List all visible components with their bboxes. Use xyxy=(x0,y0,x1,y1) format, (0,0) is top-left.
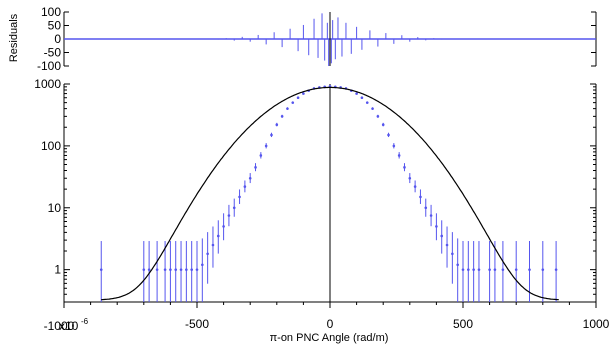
data-point xyxy=(195,268,199,271)
residuals-y-tick-label: 50 xyxy=(48,19,62,33)
x-tick-label: -1000 xyxy=(44,319,75,333)
data-point xyxy=(169,268,172,271)
data-point xyxy=(99,268,103,271)
data-point xyxy=(387,133,390,137)
data-point xyxy=(147,268,151,271)
data-point xyxy=(201,263,204,267)
data-point xyxy=(456,263,459,267)
data-point xyxy=(264,144,268,148)
data-point xyxy=(429,214,433,217)
data-point xyxy=(238,195,241,199)
data-point xyxy=(392,144,396,148)
x-tick-label: 1000 xyxy=(583,317,610,331)
y-tick-label: 100 xyxy=(41,139,61,153)
data-point xyxy=(376,115,380,118)
data-point xyxy=(554,268,558,271)
data-point xyxy=(419,195,422,199)
data-point xyxy=(451,252,454,256)
data-point xyxy=(248,176,252,180)
data-point xyxy=(155,268,159,271)
data-point xyxy=(528,268,531,271)
data-point xyxy=(302,92,305,95)
data-point xyxy=(275,123,279,126)
data-point xyxy=(174,268,178,271)
data-point xyxy=(222,225,225,228)
data-point xyxy=(280,115,284,118)
main-panel: 1000 100 10 1 -1000 -500 0 500 1000 xyxy=(34,77,609,333)
data-point xyxy=(445,243,449,247)
data-point xyxy=(467,268,470,271)
data-point xyxy=(365,101,369,104)
data-point xyxy=(440,234,444,238)
gaussian-fit-curve xyxy=(101,86,559,301)
data-point xyxy=(360,96,364,100)
data-point xyxy=(413,185,417,188)
data-point xyxy=(243,185,247,188)
data-point xyxy=(232,206,236,210)
data-point xyxy=(424,206,428,210)
y-tick-label: 1 xyxy=(54,263,61,277)
data-point xyxy=(185,268,188,271)
data-point xyxy=(291,101,295,104)
data-point xyxy=(254,166,257,169)
data-point xyxy=(190,268,193,271)
data-point xyxy=(296,96,300,100)
data-point xyxy=(270,133,273,137)
data-point xyxy=(397,154,401,157)
data-point xyxy=(493,268,497,271)
residuals-axis-title: Residuals xyxy=(8,13,20,62)
data-point xyxy=(541,268,545,271)
data-point xyxy=(514,268,518,271)
x-tick-label: 0 xyxy=(327,317,334,331)
data-point xyxy=(381,123,385,126)
data-point xyxy=(179,268,183,271)
data-point xyxy=(472,268,475,271)
data-point xyxy=(477,268,481,271)
y-tick-label: 1000 xyxy=(34,77,61,91)
residuals-y-tick-label: -50 xyxy=(44,46,62,60)
data-point xyxy=(408,176,412,180)
data-point xyxy=(435,225,438,228)
data-point xyxy=(216,234,220,238)
residuals-y-tick-label: 0 xyxy=(54,32,61,46)
data-point xyxy=(286,107,289,110)
data-point xyxy=(206,252,209,256)
data-point xyxy=(461,268,465,271)
data-point xyxy=(355,92,358,95)
data-point xyxy=(163,268,167,271)
data-point xyxy=(142,268,146,271)
data-point xyxy=(403,166,406,169)
residuals-y-tick-label: 100 xyxy=(41,5,61,19)
data-point xyxy=(488,268,491,271)
data-point xyxy=(227,214,231,217)
x-scale-label: x10 xyxy=(59,319,79,333)
data-point xyxy=(371,107,374,110)
x-scale-exponent: -6 xyxy=(81,317,89,326)
x-tick-label: 500 xyxy=(453,317,473,331)
data-point xyxy=(501,268,505,271)
x-tick-label: -500 xyxy=(185,317,209,331)
residuals-y-tick-label: -100 xyxy=(37,59,61,73)
data-point xyxy=(259,154,263,157)
data-point xyxy=(211,243,215,247)
x-axis-title: π-on PNC Angle (rad/m) xyxy=(270,332,389,344)
y-tick-label: 10 xyxy=(48,201,62,215)
